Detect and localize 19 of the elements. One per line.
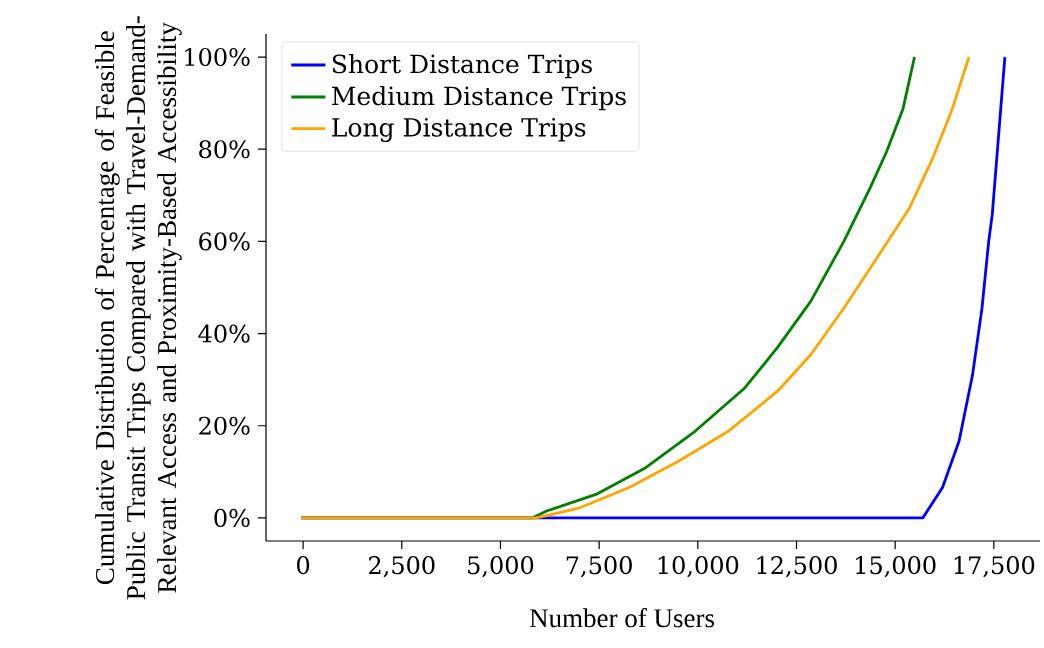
x-tick-label: 10,000 <box>658 556 739 578</box>
x-tick-label: 5,000 <box>468 556 534 578</box>
x-tick-label: 17,500 <box>954 556 1035 578</box>
y-tick-label: 0% <box>214 508 250 528</box>
y-axis-title: Cumulative Distribution of Percentage of Feasible Public Transit Trips Compared with Travel-Demand-Relevant Access and Proximity-Based Accessibility <box>94 16 182 600</box>
x-tick-label: 12,500 <box>757 556 837 578</box>
legend-label: Short Distance Trips <box>332 53 592 79</box>
y-tick-label: 60% <box>199 232 250 251</box>
x-axis-title: Number of Users <box>529 608 715 628</box>
y-tick-label: 80% <box>199 140 250 159</box>
legend-label: Medium Distance Trips <box>332 85 626 111</box>
y-tick-label: 100% <box>185 47 250 67</box>
x-tick-label: 15,000 <box>856 556 936 578</box>
legend-label: Long Distance Trips <box>332 118 586 142</box>
y-tick-label: 20% <box>199 416 250 435</box>
x-tick-label: 7,500 <box>566 556 632 578</box>
y-tick-label: 40% <box>198 324 250 343</box>
x-tick-label: 0 <box>297 556 310 575</box>
x-tick-label: 2,500 <box>369 556 435 578</box>
